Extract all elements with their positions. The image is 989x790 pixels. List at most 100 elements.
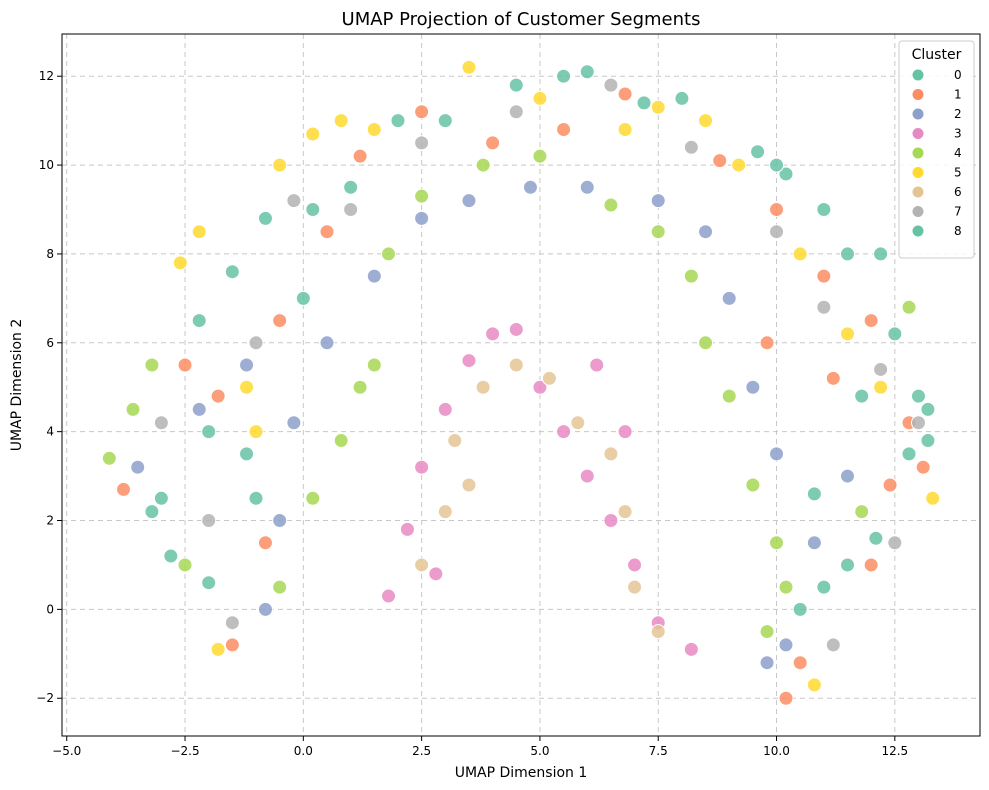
- point-cluster-8: [674, 90, 690, 106]
- point-cluster-1: [617, 86, 633, 102]
- point-cluster-1: [177, 357, 193, 373]
- point-cluster-8: [201, 424, 217, 440]
- point-cluster-2: [522, 179, 538, 195]
- point-cluster-7: [873, 361, 889, 377]
- point-cluster-0: [806, 486, 822, 502]
- x-tick-label: 2.5: [412, 744, 431, 758]
- point-cluster-0: [163, 548, 179, 564]
- point-cluster-1: [759, 335, 775, 351]
- point-cluster-4: [603, 197, 619, 213]
- point-cluster-4: [414, 188, 430, 204]
- point-cluster-2: [769, 446, 785, 462]
- y-tick-label: 4: [46, 425, 54, 439]
- point-cluster-0: [910, 388, 926, 404]
- point-cluster-0: [201, 575, 217, 591]
- legend-marker: [911, 146, 925, 160]
- point-cluster-2: [130, 459, 146, 475]
- point-cluster-8: [840, 557, 856, 573]
- point-cluster-5: [461, 59, 477, 75]
- x-tick-label: 12.5: [881, 744, 908, 758]
- point-cluster-8: [153, 490, 169, 506]
- point-cluster-0: [920, 433, 936, 449]
- legend: Cluster 0 1 2 3 4 5 6 7 8: [898, 40, 975, 259]
- plot-frame: [61, 33, 981, 737]
- point-cluster-7: [816, 299, 832, 315]
- point-cluster-8: [343, 179, 359, 195]
- point-cluster-8: [873, 246, 889, 262]
- point-cluster-2: [257, 601, 273, 617]
- point-cluster-3: [414, 459, 430, 475]
- point-cluster-5: [650, 99, 666, 115]
- point-cluster-0: [816, 579, 832, 595]
- point-cluster-3: [428, 566, 444, 582]
- x-tick-label: 5.0: [530, 744, 549, 758]
- point-cluster-2: [366, 268, 382, 284]
- legend-marker: [911, 166, 925, 179]
- point-cluster-3: [437, 401, 453, 417]
- point-cluster-7: [603, 77, 619, 93]
- point-cluster-0: [224, 264, 240, 280]
- legend-entry-label: 1: [954, 88, 962, 102]
- point-cluster-8: [816, 202, 832, 217]
- legend-marker: [911, 205, 925, 218]
- point-cluster-7: [153, 415, 169, 431]
- point-cluster-8: [295, 290, 311, 306]
- point-cluster-5: [333, 113, 349, 129]
- point-cluster-3: [508, 321, 524, 337]
- legend-entry-label: 6: [954, 185, 962, 199]
- point-cluster-6: [650, 624, 666, 640]
- point-cluster-4: [272, 579, 288, 595]
- point-cluster-4: [125, 401, 141, 417]
- point-cluster-5: [792, 246, 808, 262]
- point-cluster-0: [239, 446, 255, 462]
- point-cluster-1: [882, 477, 898, 493]
- x-tick-label: 10.0: [763, 744, 790, 758]
- point-cluster-5: [239, 379, 255, 395]
- point-cluster-1: [224, 637, 240, 653]
- point-cluster-7: [343, 202, 359, 217]
- point-cluster-1: [825, 370, 841, 386]
- legend-title: Cluster: [912, 47, 962, 63]
- point-cluster-0: [840, 246, 856, 262]
- point-cluster-5: [532, 90, 548, 106]
- point-cluster-0: [854, 388, 870, 404]
- point-cluster-1: [556, 122, 572, 138]
- point-cluster-0: [636, 95, 652, 111]
- x-tick-label: 0.0: [294, 744, 313, 758]
- point-cluster-5: [806, 677, 822, 693]
- point-cluster-1: [272, 313, 288, 329]
- axis-ticks: −5.0 −2.5 0.0 2.5 5.0 7.5 10.0 12.5 −2 0 2 4 6 8 10 12: [36, 69, 908, 758]
- point-cluster-6: [437, 504, 453, 520]
- point-cluster-4: [144, 357, 160, 373]
- point-cluster-2: [461, 193, 477, 209]
- point-cluster-1: [485, 135, 501, 151]
- point-cluster-5: [210, 641, 226, 657]
- point-cluster-2: [286, 415, 302, 431]
- point-cluster-4: [778, 579, 794, 595]
- point-cluster-4: [366, 357, 382, 373]
- y-tick-label: 10: [39, 158, 54, 172]
- point-cluster-5: [731, 157, 747, 173]
- point-cluster-1: [210, 388, 226, 404]
- point-cluster-1: [319, 224, 335, 240]
- point-cluster-0: [868, 530, 884, 546]
- point-cluster-2: [778, 637, 794, 653]
- point-cluster-2: [806, 535, 822, 551]
- point-cluster-0: [305, 202, 321, 217]
- point-cluster-3: [461, 353, 477, 369]
- point-cluster-4: [721, 388, 737, 404]
- point-cluster-1: [712, 153, 728, 169]
- point-cluster-6: [627, 579, 643, 595]
- x-tick-label: −5.0: [52, 744, 81, 758]
- point-cluster-8: [248, 490, 264, 506]
- legend-entry-label: 3: [954, 127, 962, 141]
- point-cluster-2: [745, 379, 761, 395]
- point-cluster-0: [257, 210, 273, 226]
- legend-entry-label: 2: [954, 107, 962, 121]
- point-cluster-8: [556, 68, 572, 84]
- point-cluster-6: [414, 557, 430, 573]
- point-cluster-4: [381, 246, 397, 262]
- point-cluster-5: [305, 126, 321, 142]
